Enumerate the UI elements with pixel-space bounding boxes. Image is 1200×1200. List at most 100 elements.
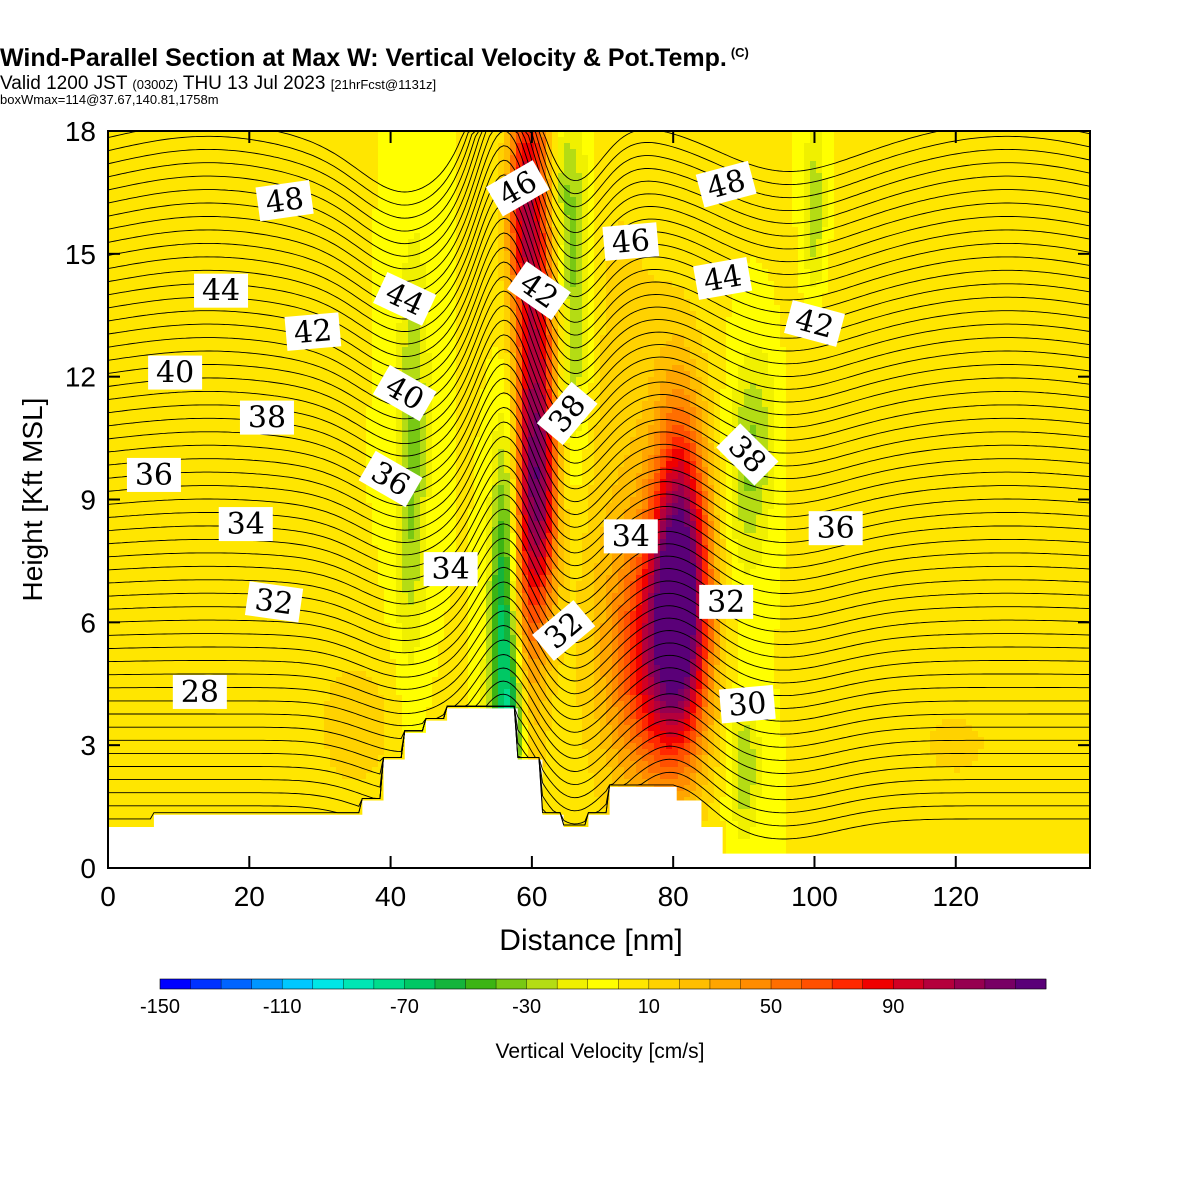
field-cell [1086,161,1090,168]
field-cell [510,233,517,240]
field-cell [870,245,877,252]
field-cell [1038,131,1045,138]
chart-title: Wind-Parallel Section at Max W: Vertical… [0,44,1200,73]
field-cell [288,269,295,276]
field-cell [216,143,223,150]
field-cell [1074,251,1081,258]
field-cell [1074,215,1081,222]
field-cell [786,245,793,252]
field-cell [396,143,403,150]
field-cell [906,209,913,216]
field-cell [864,215,871,222]
field-cell [228,269,235,276]
field-cell [762,203,769,210]
field-cell [210,209,217,216]
field-cell [594,263,601,270]
field-cell [186,143,193,150]
field-cell [798,143,805,150]
field-cell [942,263,949,270]
field-cell [180,161,187,168]
field-cell [246,311,253,318]
field-cell [624,305,631,312]
field-cell [336,275,343,282]
field-cell [558,215,565,222]
field-cell [558,209,565,216]
field-cell [942,239,949,246]
field-cell [414,179,421,186]
field-cell [870,239,877,246]
field-cell [270,281,277,288]
field-cell [1020,293,1027,300]
field-cell [1074,293,1081,300]
field-cell [804,149,811,156]
field-cell [1026,245,1033,252]
field-cell [1056,251,1063,258]
field-cell [126,167,133,174]
field-cell [228,227,235,234]
field-cell [288,131,295,138]
field-cell [414,245,421,252]
field-cell [420,155,427,162]
field-cell [324,257,331,264]
field-cell [1086,167,1090,174]
field-cell [804,239,811,246]
field-cell [144,281,151,288]
field-cell [816,251,823,258]
field-cell [876,161,883,168]
field-cell [510,143,517,150]
field-cell [738,221,745,228]
field-cell [834,239,841,246]
field-cell [912,197,919,204]
field-cell [786,197,793,204]
field-cell [858,155,865,162]
field-cell [228,173,235,180]
field-cell [870,281,877,288]
field-cell [960,179,967,186]
field-cell [474,233,481,240]
field-cell [576,131,583,138]
field-cell [888,233,895,240]
field-cell [690,293,697,300]
field-cell [1026,173,1033,180]
field-cell [342,203,349,210]
field-cell [1074,257,1081,264]
field-cell [966,203,973,210]
field-cell [948,173,955,180]
field-cell [1032,209,1039,216]
field-cell [696,197,703,204]
field-cell [282,251,289,258]
field-cell [654,263,661,270]
field-cell [834,245,841,252]
field-cell [918,281,925,288]
field-cell [906,269,913,276]
field-cell [954,143,961,150]
field-cell [726,299,733,306]
field-cell [414,275,421,282]
field-cell [558,263,565,270]
field-cell [312,155,319,162]
field-cell [510,305,517,312]
field-cell [894,299,901,306]
field-cell [660,287,667,294]
field-cell [612,185,619,192]
field-cell [1038,227,1045,234]
field-cell [156,209,163,216]
field-cell [756,215,763,222]
field-cell [564,251,571,258]
field-cell [702,215,709,222]
field-cell [648,143,655,150]
field-cell [834,227,841,234]
field-cell [216,311,223,318]
field-cell [984,131,991,138]
field-cell [774,209,781,216]
field-cell [690,281,697,288]
field-cell [1032,197,1039,204]
field-cell [930,251,937,258]
field-cell [360,245,367,252]
field-cell [216,191,223,198]
field-cell [384,233,391,240]
field-cell [114,191,121,198]
field-cell [366,203,373,210]
field-cell [324,179,331,186]
field-cell [858,245,865,252]
